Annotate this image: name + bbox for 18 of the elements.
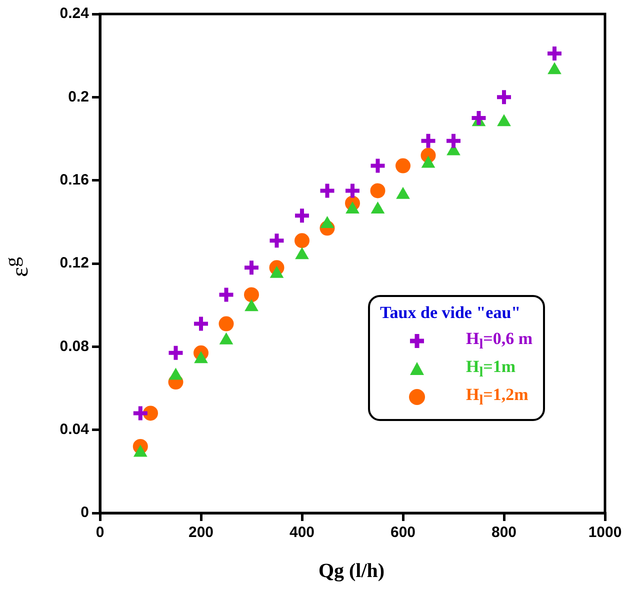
text: H$_{l}$=1,2m [466, 384, 528, 410]
x-tick-label: 200 [188, 524, 214, 542]
text: H$_{l}$=1m [466, 356, 516, 382]
x-tick-label: 0 [96, 524, 104, 542]
y-tick-label: 0.12 [60, 254, 89, 272]
x-tick-label: 1000 [588, 524, 622, 542]
x-tick-label: 600 [390, 524, 416, 542]
y-tick-label: 0.24 [60, 5, 90, 22]
y-tick-label: 0.08 [60, 338, 89, 355]
x-tick-label: 400 [289, 524, 315, 542]
y-tick-label: 0.04 [60, 420, 90, 438]
y-tick-label: 0.16 [60, 171, 89, 188]
legend-title: Taux de vide "eau" [380, 303, 522, 323]
x-tick-label: 800 [491, 524, 517, 542]
y-tick-label: 0.2 [68, 88, 89, 106]
y-tick-label: 0 [80, 504, 89, 522]
x-axis-title: Qg (l/h) [317, 560, 386, 583]
text: H$_{l}$=0,6 m [466, 328, 533, 354]
